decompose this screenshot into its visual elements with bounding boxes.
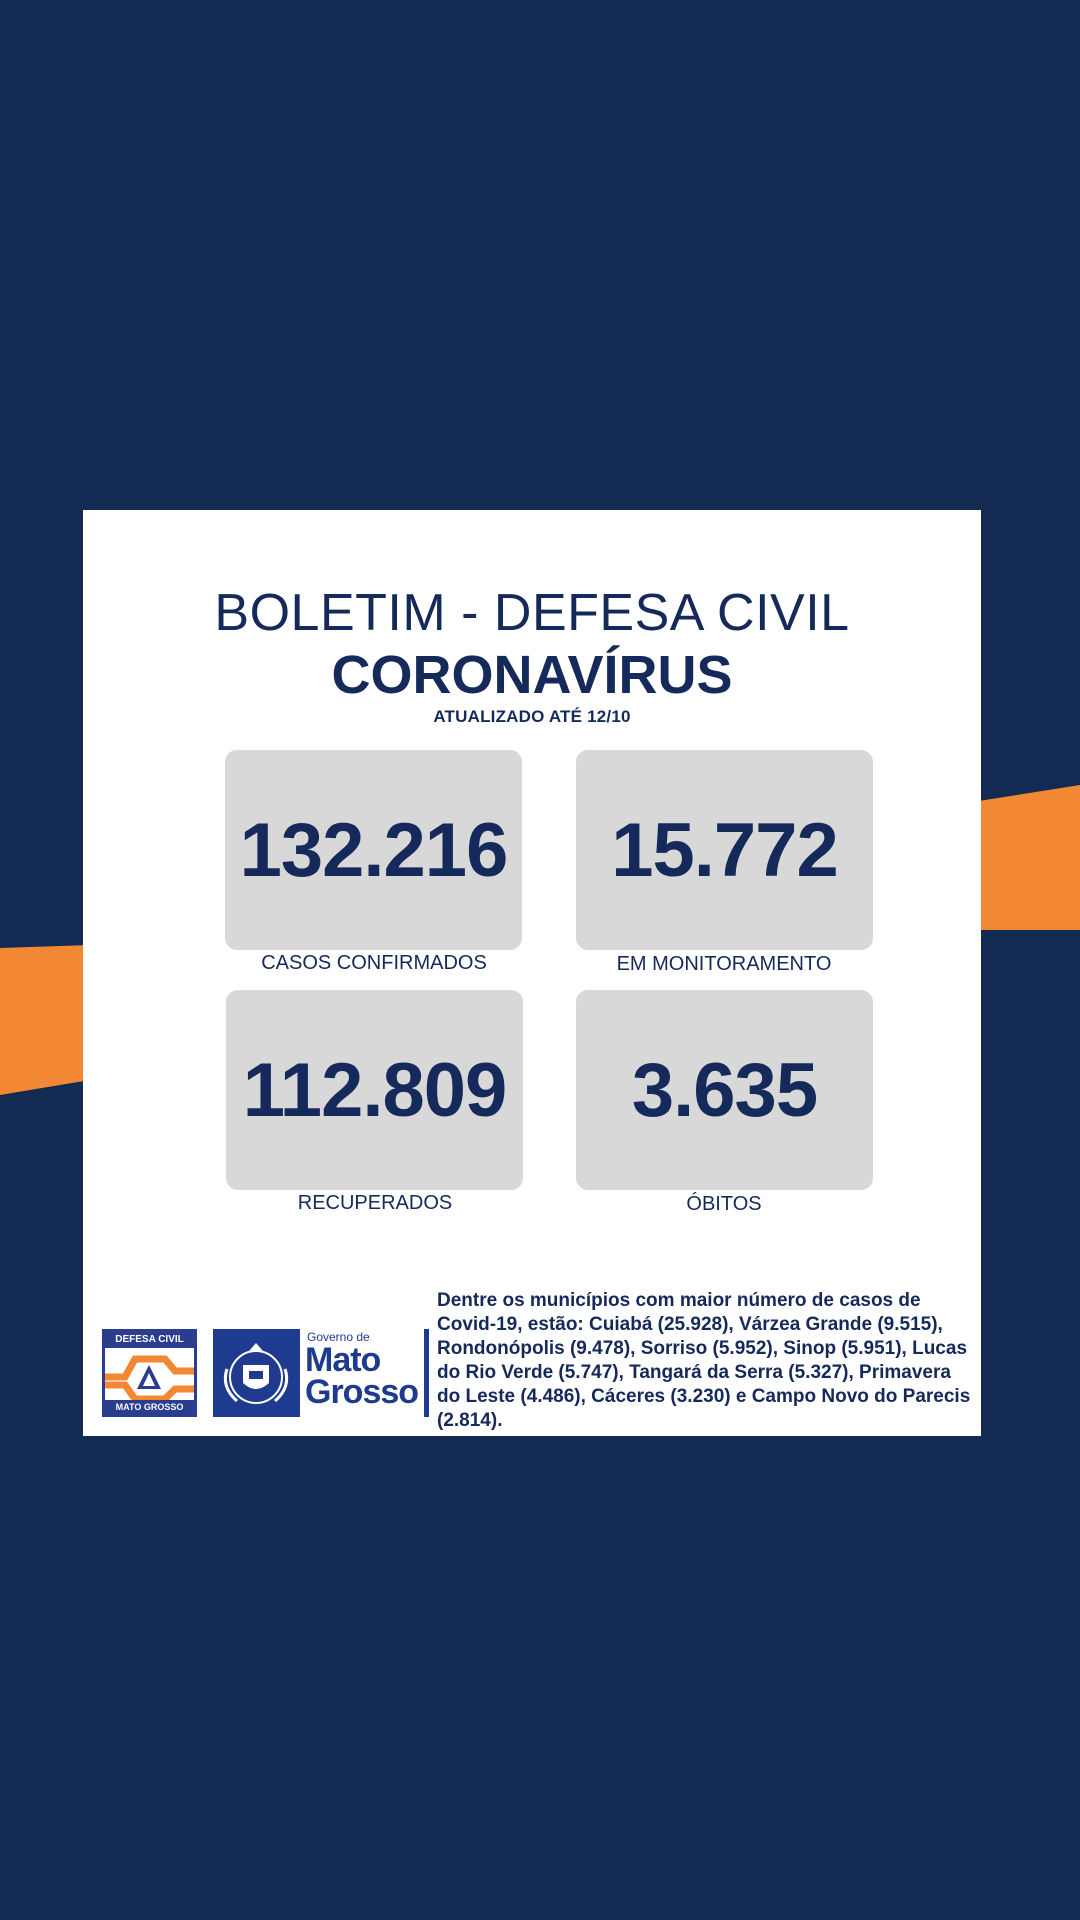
deaths-box: 3.635 xyxy=(576,990,873,1190)
gov-small-text: Governo de xyxy=(307,1330,370,1344)
page-subtitle: CORONAVÍRUS xyxy=(331,645,733,705)
defesa-civil-logo: DEFESA CIVIL MATO GROSSO xyxy=(102,1329,197,1417)
monitoring-value: 15.772 xyxy=(611,807,838,893)
mato-grosso-wordmark: Governo de Mato Grosso xyxy=(305,1330,425,1420)
monitoring-box: 15.772 xyxy=(576,750,873,950)
monitoring-label: EM MONITORAMENTO xyxy=(616,953,832,975)
deaths-value: 3.635 xyxy=(631,1047,818,1133)
gov-line2-text: Grosso xyxy=(305,1373,419,1411)
crest-icon xyxy=(223,1343,289,1404)
orange-band-left xyxy=(0,945,90,1095)
defesa-logo-top-text: DEFESA CIVIL xyxy=(105,1332,194,1348)
recovered-box: 112.809 xyxy=(226,990,523,1190)
logo-divider xyxy=(424,1329,429,1417)
orange-band-right xyxy=(970,785,1080,930)
confirmed-cases-box: 132.216 xyxy=(225,750,522,950)
bulletin-card: BOLETIM - DEFESA CIVIL CORONAVÍRUS ATUAL… xyxy=(83,510,981,1436)
gov-line1-text: Mato xyxy=(305,1341,381,1379)
deaths-label: ÓBITOS xyxy=(686,1193,762,1215)
updated-date: ATUALIZADO ATÉ 12/10 xyxy=(433,707,631,726)
defesa-emblem-icon xyxy=(105,1355,194,1403)
page-title: BOLETIM - DEFESA CIVIL xyxy=(214,584,850,642)
municipalities-description: Dentre os municípios com maior número de… xyxy=(437,1290,971,1431)
recovered-label: RECUPERADOS xyxy=(297,1192,453,1214)
recovered-value: 112.809 xyxy=(242,1047,508,1133)
defesa-logo-bottom-text: MATO GROSSO xyxy=(105,1400,194,1414)
confirmed-cases-value: 132.216 xyxy=(239,807,509,893)
mato-grosso-crest-logo xyxy=(213,1329,300,1417)
confirmed-cases-label: CASOS CONFIRMADOS xyxy=(261,952,487,974)
